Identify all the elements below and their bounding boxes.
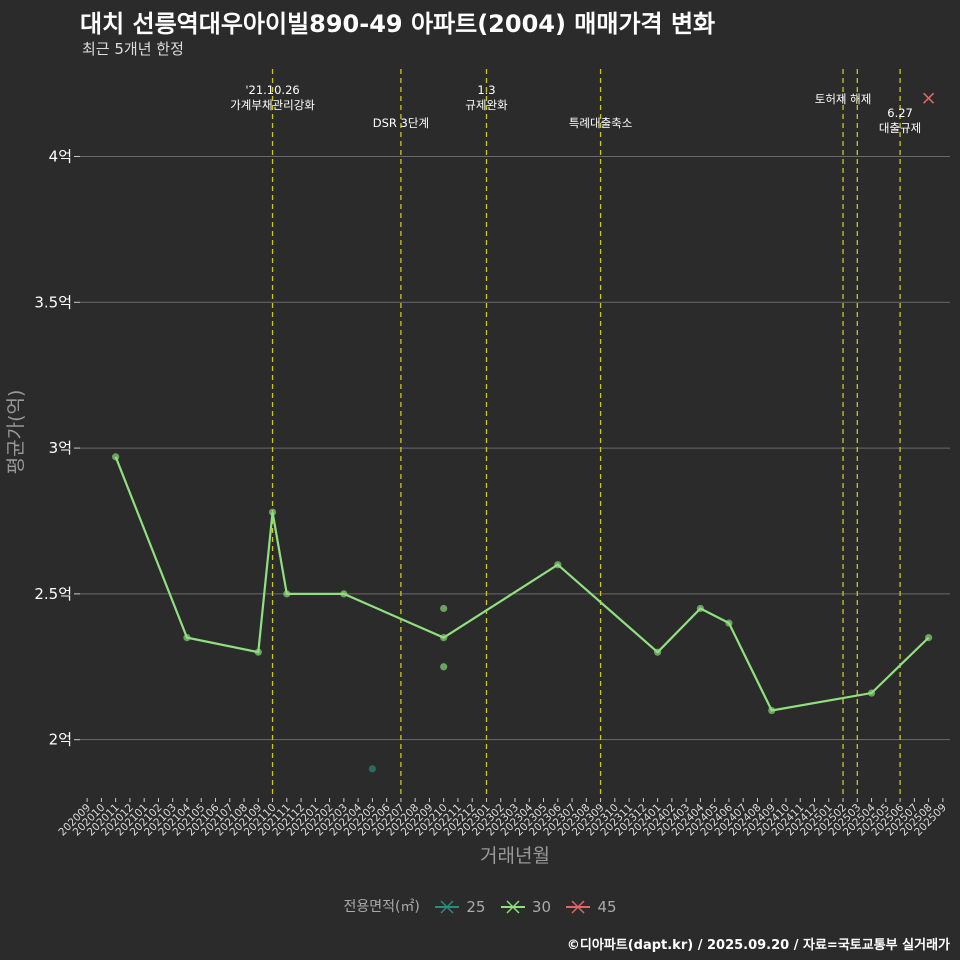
- y-axis-ticks: 2억 2.5억 3억 3.5억 4억: [34, 147, 80, 749]
- data-point-30: [925, 634, 933, 642]
- legend-item-45: 45: [565, 898, 617, 916]
- y-tick-label: 4억: [49, 147, 72, 165]
- x-axis-ticks: 2020092020102020112020122021012021022021…: [56, 798, 949, 838]
- legend-item-25: 25: [434, 898, 485, 916]
- data-point-30: [183, 634, 191, 642]
- y-axis-label: 평균가(억): [5, 390, 27, 475]
- data-point-30: [654, 648, 662, 656]
- event-label: DSR 3단계: [373, 116, 429, 130]
- chart-subtitle: 최근 5개년 한정: [82, 40, 184, 58]
- y-tick-label: 3.5억: [34, 293, 72, 311]
- series-layer: [112, 92, 935, 773]
- data-point-30: [867, 689, 876, 697]
- gridlines: [80, 155, 950, 741]
- x-axis-label: 거래년월: [480, 845, 550, 867]
- data-point-25: [368, 765, 376, 773]
- data-point-30: [440, 604, 448, 613]
- data-point-45: [923, 92, 935, 104]
- data-point-30: [340, 590, 348, 598]
- source-caption: ©디아파트(dapt.kr) / 2025.09.20 / 자료=국토교통부 실…: [566, 938, 950, 953]
- series-line-30: [114, 456, 930, 712]
- data-point-30: [725, 619, 733, 627]
- legend-label-25: 25: [466, 898, 486, 916]
- data-point-30: [768, 706, 776, 715]
- data-point-30: [554, 561, 562, 569]
- y-tick-label: 2.5억: [34, 585, 72, 603]
- event-label: 가계부채관리강화: [230, 98, 315, 112]
- legend-label-45: 45: [597, 898, 617, 916]
- event-label: 토허제 해제: [815, 92, 872, 106]
- data-point-30: [696, 604, 705, 613]
- legend-label-30: 30: [531, 898, 551, 916]
- event-label: 규제완화: [465, 98, 508, 112]
- data-point-30: [440, 663, 448, 671]
- event-label: '21.10.26: [245, 83, 299, 97]
- y-tick-label: 2억: [49, 731, 72, 749]
- y-tick-label: 3억: [49, 439, 72, 457]
- data-point-30: [254, 648, 262, 656]
- data-point-30: [112, 453, 120, 461]
- data-point-30: [440, 634, 448, 642]
- legend-item-30: 30: [500, 898, 551, 916]
- data-point-30: [283, 590, 291, 598]
- event-label: 6.27: [887, 106, 913, 120]
- event-label: 대출규제: [879, 121, 921, 135]
- legend-title: 전용면적(㎡): [343, 899, 420, 915]
- data-point-30: [268, 508, 277, 516]
- event-label: 1.3: [477, 83, 495, 97]
- legend: 전용면적(㎡) 25 30 45: [0, 896, 960, 916]
- event-label: 특례대출축소: [569, 116, 632, 130]
- chart-title: 대치 선릉역대우아이빌890-49 아파트(2004) 매매가격 변화: [80, 10, 716, 38]
